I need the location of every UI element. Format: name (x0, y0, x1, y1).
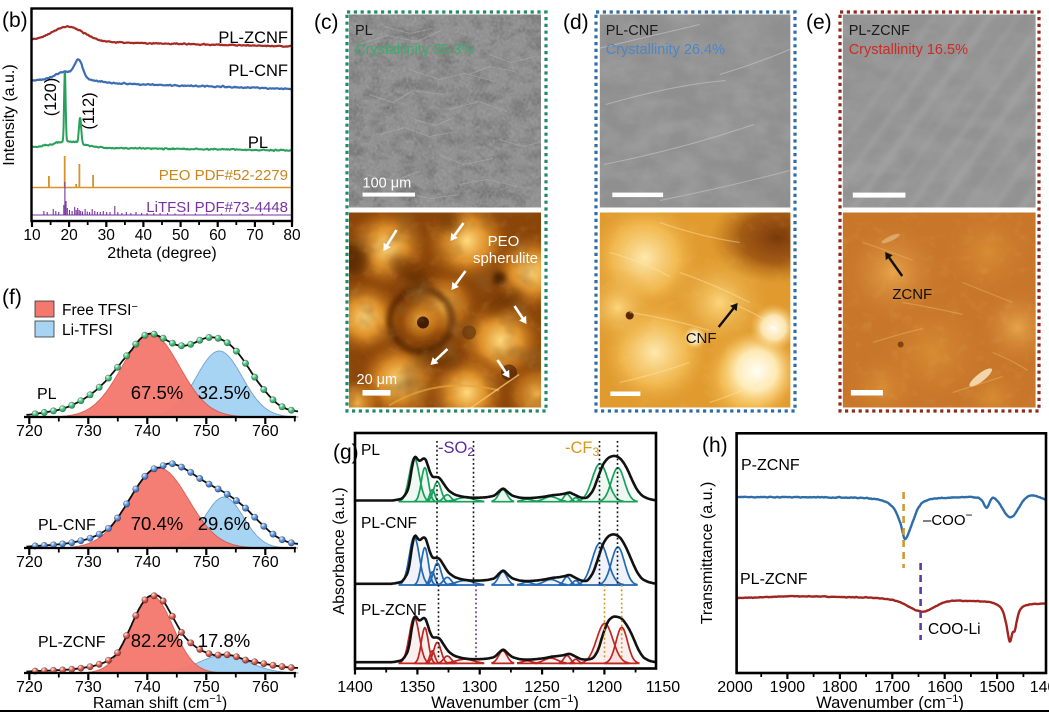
svg-text:P-ZCNF: P-ZCNF (741, 457, 800, 474)
svg-text:-CF3: -CF3 (565, 439, 600, 459)
svg-text:760: 760 (252, 554, 279, 571)
svg-text:740: 740 (134, 679, 161, 696)
svg-text:(112): (112) (80, 92, 98, 129)
svg-text:1800: 1800 (822, 679, 858, 696)
svg-text:(f): (f) (2, 286, 22, 309)
svg-text:Wavenumber (cm−1): Wavenumber (cm−1) (816, 693, 964, 712)
svg-text:730: 730 (75, 679, 102, 696)
svg-text:1350: 1350 (400, 679, 436, 696)
svg-text:32.5%: 32.5% (198, 382, 250, 403)
svg-text:(g): (g) (333, 441, 359, 464)
svg-text:Crystallinity 16.5%: Crystallinity 16.5% (848, 42, 967, 58)
svg-text:-SO2: -SO2 (438, 439, 474, 459)
svg-text:30: 30 (98, 227, 116, 244)
svg-text:2theta (degree): 2theta (degree) (107, 245, 216, 262)
svg-text:PEO PDF#52-2279: PEO PDF#52-2279 (159, 167, 288, 184)
svg-text:1400: 1400 (337, 679, 373, 696)
svg-text:Crystallinity 26.4%: Crystallinity 26.4% (606, 42, 725, 58)
svg-text:PL: PL (248, 134, 268, 152)
svg-text:Wavenumber (cm−1): Wavenumber (cm−1) (431, 693, 579, 712)
svg-text:PL-ZCNF: PL-ZCNF (740, 571, 808, 588)
svg-text:50: 50 (172, 227, 190, 244)
svg-text:740: 740 (134, 423, 161, 440)
svg-text:(h): (h) (702, 434, 728, 457)
svg-text:730: 730 (75, 554, 102, 571)
svg-text:2000: 2000 (717, 679, 753, 696)
svg-text:1250: 1250 (524, 679, 560, 696)
svg-text:1400: 1400 (1030, 679, 1049, 696)
svg-text:60: 60 (209, 227, 227, 244)
svg-text:Free TFSI−: Free TFSI− (62, 301, 138, 319)
svg-text:PL: PL (37, 386, 57, 403)
svg-text:PL-ZCNF: PL-ZCNF (38, 634, 106, 651)
svg-text:PL-CNF: PL-CNF (38, 517, 96, 534)
svg-text:80: 80 (283, 227, 301, 244)
svg-text:CNF: CNF (686, 330, 717, 347)
svg-text:100 μm: 100 μm (362, 176, 411, 192)
svg-text:20: 20 (60, 227, 78, 244)
svg-text:10: 10 (23, 227, 41, 244)
svg-text:40: 40 (135, 227, 153, 244)
svg-text:720: 720 (16, 423, 43, 440)
svg-text:750: 750 (193, 679, 220, 696)
svg-text:Li-TFSI: Li-TFSI (62, 322, 113, 339)
svg-text:82.2%: 82.2% (131, 630, 183, 651)
svg-text:29.6%: 29.6% (198, 513, 250, 534)
svg-text:PEO: PEO (487, 233, 519, 250)
svg-text:PL-ZCNF: PL-ZCNF (218, 29, 288, 47)
svg-text:ZCNF: ZCNF (892, 286, 932, 303)
svg-text:1300: 1300 (462, 679, 498, 696)
svg-text:70: 70 (246, 227, 264, 244)
svg-text:PL-ZCNF: PL-ZCNF (361, 602, 426, 619)
svg-text:(120): (120) (42, 78, 60, 117)
svg-text:(b): (b) (2, 9, 28, 32)
svg-text:730: 730 (75, 423, 102, 440)
svg-text:20 μm: 20 μm (356, 372, 397, 388)
svg-text:17.8%: 17.8% (198, 630, 250, 651)
svg-text:PL-CNF: PL-CNF (228, 62, 288, 80)
svg-text:COO-Li: COO-Li (928, 621, 981, 638)
svg-text:720: 720 (16, 679, 43, 696)
svg-text:1150: 1150 (646, 679, 680, 696)
svg-text:PL: PL (361, 442, 380, 459)
svg-text:Transmittance (a.u.): Transmittance (a.u.) (699, 482, 716, 625)
svg-text:1700: 1700 (875, 679, 911, 696)
svg-text:1200: 1200 (587, 679, 623, 696)
svg-text:PL-ZCNF: PL-ZCNF (848, 23, 909, 39)
svg-text:750: 750 (193, 554, 220, 571)
svg-text:Crystallinity 35.3%: Crystallinity 35.3% (355, 42, 474, 58)
svg-text:Raman shift (cm−1): Raman shift (cm−1) (93, 693, 227, 712)
svg-text:760: 760 (252, 679, 279, 696)
svg-text:740: 740 (134, 554, 161, 571)
svg-text:70.4%: 70.4% (131, 513, 183, 534)
svg-text:1900: 1900 (770, 679, 806, 696)
svg-text:1600: 1600 (927, 679, 963, 696)
svg-text:PL: PL (355, 23, 373, 39)
svg-text:760: 760 (252, 423, 279, 440)
svg-text:PL-CNF: PL-CNF (361, 515, 417, 532)
svg-text:LiTFSI PDF#73-4448: LiTFSI PDF#73-4448 (146, 199, 288, 216)
svg-text:1500: 1500 (979, 679, 1015, 696)
svg-text:PL-CNF: PL-CNF (606, 23, 659, 39)
svg-text:67.5%: 67.5% (131, 382, 183, 403)
svg-text:Intensity (a.u.): Intensity (a.u.) (1, 64, 18, 165)
svg-text:Absorbance (a.u.): Absorbance (a.u.) (331, 487, 348, 614)
svg-text:spherulite: spherulite (472, 250, 537, 267)
svg-text:–COO−: –COO− (923, 508, 973, 529)
svg-text:750: 750 (193, 423, 220, 440)
svg-text:720: 720 (16, 554, 43, 571)
